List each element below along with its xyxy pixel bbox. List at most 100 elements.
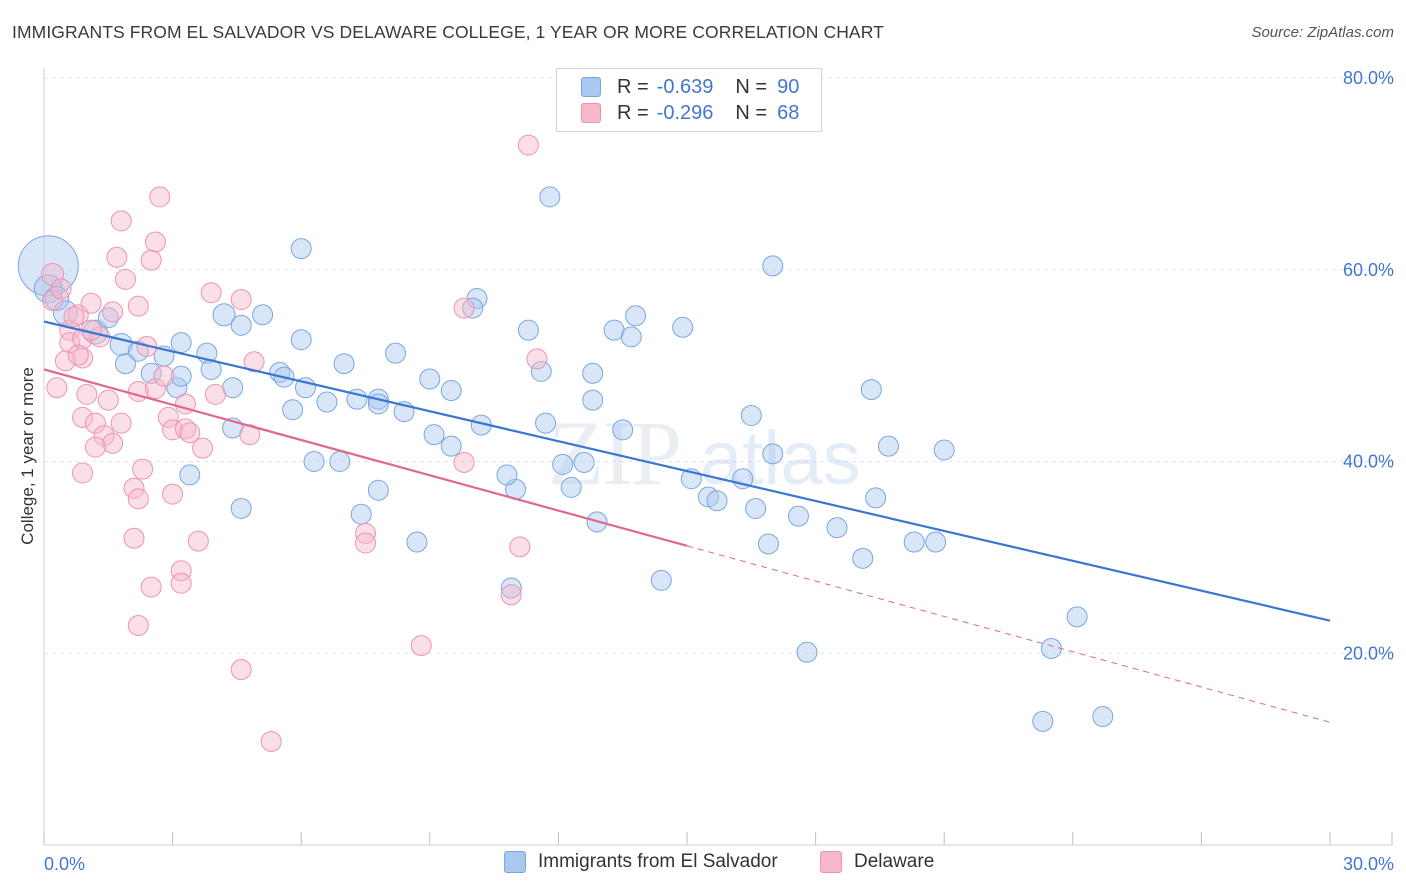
legend-r-value: -0.639 [656, 75, 714, 98]
data-point [170, 560, 192, 582]
data-point [63, 306, 85, 328]
legend-r-label: R = [617, 75, 649, 98]
data-point [625, 305, 647, 327]
tick-labels: 20.0% 40.0% 60.0% 80.0% 0.0% 30.0% [44, 68, 1394, 874]
data-point [620, 326, 642, 348]
data-point [54, 350, 76, 372]
legend-item-delaware[interactable]: Delaware [820, 851, 934, 873]
data-point [500, 577, 522, 599]
watermark-atlas: atlas [700, 416, 861, 501]
series-legend: Immigrants from El Salvador Delaware [0, 851, 1406, 879]
data-point [582, 362, 604, 384]
data-point [59, 332, 81, 354]
data-point [140, 249, 162, 271]
correlation-legend: R = -0.639 N = 90 R = -0.296 N = 68 [556, 68, 822, 132]
data-point [333, 353, 355, 375]
data-point [149, 186, 171, 208]
data-point [260, 730, 282, 752]
data-point [329, 451, 351, 472]
data-point [877, 435, 899, 457]
data-point [925, 531, 947, 553]
data-point [239, 424, 261, 446]
trend-line-el-salvador [43, 320, 1331, 622]
legend-n-value: 90 [777, 75, 800, 98]
data-point [1040, 637, 1062, 659]
chart-title: IMMIGRANTS FROM EL SALVADOR VS DELAWARE … [12, 22, 884, 42]
data-point [97, 389, 119, 411]
data-point [72, 462, 94, 484]
data-point [230, 659, 252, 681]
data-point [110, 412, 132, 434]
data-point [762, 443, 784, 465]
data-point [290, 238, 312, 260]
data-point [453, 297, 475, 319]
data-point [612, 419, 634, 441]
trend-line-delaware-extension [686, 545, 1331, 723]
data-point [796, 641, 818, 663]
series-immigrants-el-salvador [17, 186, 1114, 732]
legend-item-el-salvador[interactable]: Immigrants from El Salvador [504, 851, 778, 873]
data-point [144, 231, 166, 253]
legend-label: Delaware [854, 851, 935, 872]
legend-swatch-pink [820, 851, 842, 873]
data-point [179, 464, 201, 486]
watermark-zip: ZIP [548, 402, 680, 504]
trend-line-delaware [43, 368, 688, 547]
data-point [127, 295, 149, 317]
data-point [282, 399, 304, 421]
data-point [1092, 706, 1114, 728]
legend-r-label: R = [617, 101, 649, 124]
data-point [517, 319, 539, 341]
data-point [127, 488, 149, 510]
data-point [127, 381, 149, 403]
data-point [212, 303, 236, 327]
data-point [114, 353, 136, 375]
data-point [140, 576, 162, 598]
data-point [745, 497, 767, 519]
data-point [933, 439, 955, 461]
data-point [80, 292, 102, 314]
data-point [76, 383, 98, 405]
data-point [787, 505, 809, 527]
legend-n-label: N = [735, 75, 768, 98]
data-point [526, 348, 548, 370]
data-point [826, 517, 848, 539]
data-point [385, 342, 407, 364]
series-delaware [41, 134, 548, 752]
data-point [153, 365, 175, 387]
x-tick-label-max: 30.0% [1343, 854, 1394, 874]
data-point [573, 451, 595, 473]
data-point [530, 360, 552, 382]
data-point [102, 432, 124, 454]
data-point [174, 418, 196, 440]
data-point [123, 477, 145, 499]
data-point [204, 383, 226, 405]
data-point [67, 344, 89, 366]
data-point [552, 453, 574, 475]
legend-swatch-pink [581, 103, 601, 123]
data-point [157, 406, 179, 428]
data-point [243, 351, 265, 373]
trend-lines [43, 320, 1331, 723]
data-point [230, 288, 252, 310]
data-point [496, 464, 518, 486]
watermark: ZIP atlas [548, 402, 861, 504]
y-axis-label: College, 1 year or more [18, 367, 37, 545]
data-point [672, 316, 694, 338]
data-point [367, 479, 389, 501]
y-tick-label: 80.0% [1343, 68, 1394, 88]
axes [43, 68, 1393, 846]
data-point [757, 533, 779, 555]
data-point [230, 497, 252, 519]
data-point [200, 282, 222, 304]
data-point [406, 531, 428, 553]
data-point [110, 210, 132, 232]
data-point [316, 391, 338, 413]
legend-n-label: N = [735, 101, 768, 124]
data-point [179, 422, 201, 444]
data-point [84, 436, 106, 458]
y-tick-label: 60.0% [1343, 260, 1394, 280]
legend-swatch-blue [581, 77, 601, 97]
data-point [355, 532, 376, 554]
